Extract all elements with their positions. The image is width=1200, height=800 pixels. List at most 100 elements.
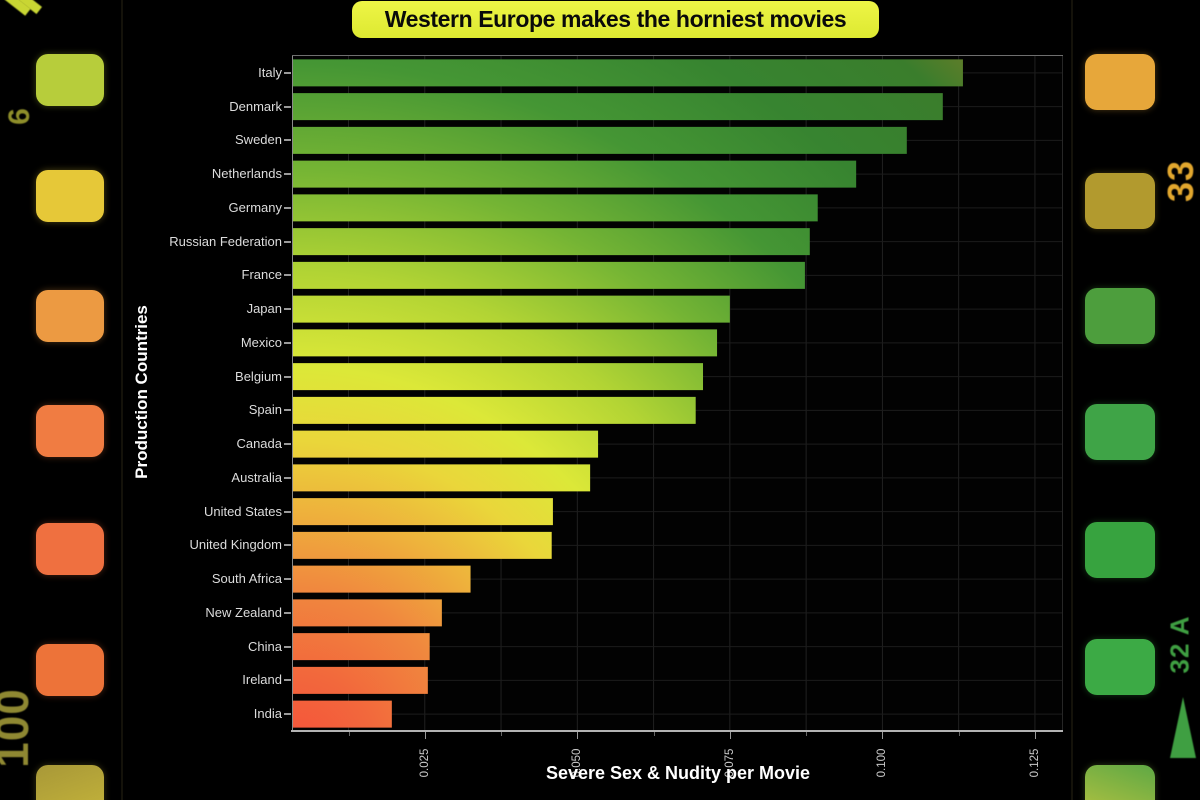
- sprocket-hole: [1085, 404, 1155, 460]
- bar-united-states: [293, 498, 553, 526]
- y-tick-label: Ireland: [242, 672, 282, 688]
- sprocket-hole: [36, 765, 104, 800]
- film-edge-left: [121, 0, 123, 800]
- y-tick-label: Sweden: [235, 132, 282, 148]
- bar-south-africa: [293, 565, 471, 593]
- bar-belgium: [293, 363, 704, 391]
- y-tick-mark: [284, 173, 291, 176]
- y-tick-label: Russian Federation: [169, 233, 282, 249]
- sprocket-hole: [1085, 173, 1155, 229]
- y-tick-mark: [284, 105, 291, 108]
- y-tick-label: Belgium: [235, 368, 282, 384]
- y-tick-mark: [284, 713, 291, 716]
- bar-italy: [293, 59, 963, 87]
- x-tick-mark: [882, 732, 884, 739]
- bar-russian-federation: [293, 228, 810, 256]
- y-tick-mark: [284, 611, 291, 614]
- film-edge-code: 100: [0, 688, 38, 769]
- bar-united-kingdom: [293, 531, 552, 559]
- x-tick-mark: [1034, 732, 1036, 739]
- sprocket-hole: [36, 170, 104, 222]
- bar-netherlands: [293, 160, 857, 188]
- y-tick-mark: [284, 274, 291, 277]
- y-tick-label: South Africa: [211, 571, 282, 587]
- x-tick-mark: [729, 732, 731, 739]
- bar-france: [293, 261, 805, 289]
- y-tick-label: Japan: [246, 301, 282, 317]
- y-tick-label: Italy: [258, 64, 282, 80]
- top-spine: [292, 55, 1063, 56]
- y-tick-label: Australia: [231, 469, 282, 485]
- y-tick-label: Spain: [248, 402, 282, 418]
- x-axis-title: Severe Sex & Nudity per Movie: [545, 763, 811, 783]
- y-tick-mark: [284, 443, 291, 446]
- y-tick-mark: [284, 578, 291, 581]
- y-tick-label: Netherlands: [211, 166, 282, 182]
- x-tick-mark: [577, 732, 579, 739]
- x-tick-mark: [424, 732, 426, 739]
- sprocket-hole: [1085, 765, 1155, 800]
- bar-mexico: [293, 329, 718, 357]
- y-tick-label: New Zealand: [205, 604, 282, 620]
- bar-germany: [293, 194, 818, 222]
- y-tick-label: China: [248, 638, 282, 654]
- sprocket-hole: [36, 523, 104, 575]
- x-tick-mark: [806, 732, 808, 736]
- sprocket-hole: [1085, 522, 1155, 578]
- film-edge-code: 33: [1160, 159, 1200, 202]
- sprocket-hole: [1085, 288, 1155, 344]
- sprocket-hole: [36, 290, 104, 342]
- y-tick-mark: [284, 71, 291, 74]
- y-tick-mark: [284, 645, 291, 648]
- y-tick-mark: [284, 206, 291, 209]
- sprocket-hole: [1085, 639, 1155, 695]
- y-tick-mark: [284, 240, 291, 243]
- y-tick-mark: [284, 679, 291, 682]
- y-tick-mark: [284, 544, 291, 547]
- bar-denmark: [293, 93, 943, 121]
- y-axis-title: Production Countries: [132, 305, 151, 479]
- y-tick-label: Canada: [236, 436, 282, 452]
- sprocket-hole: [36, 54, 104, 106]
- film-edge-right: [1071, 0, 1073, 800]
- y-tick-mark: [284, 375, 291, 378]
- frame-arrow-icon: [1170, 697, 1196, 758]
- x-tick-mark: [348, 732, 350, 736]
- y-tick-mark: [284, 409, 291, 412]
- chart-title: Western Europe makes the horniest movies: [384, 6, 847, 32]
- y-tick-label: United Kingdom: [189, 537, 283, 553]
- y-tick-mark: [284, 341, 291, 344]
- right-spine: [1062, 56, 1063, 731]
- y-tick-label: Mexico: [240, 334, 282, 350]
- x-axis-line: [291, 730, 1063, 732]
- y-tick-label: France: [241, 267, 282, 283]
- bar-ireland: [293, 666, 428, 694]
- bar-new-zealand: [293, 599, 442, 627]
- y-tick-label: Denmark: [229, 98, 282, 114]
- sprocket-hole: [36, 644, 104, 696]
- y-tick-label: India: [253, 706, 282, 722]
- bar-japan: [293, 295, 730, 323]
- y-tick-label: Germany: [228, 199, 282, 215]
- left-spine: [292, 56, 293, 731]
- bar-canada: [293, 430, 599, 458]
- bar-sweden: [293, 126, 907, 154]
- bar-india: [293, 700, 392, 728]
- y-tick-label: United States: [203, 503, 282, 519]
- chart-title-banner: Western Europe makes the horniest movies: [352, 1, 879, 38]
- y-tick-mark: [284, 139, 291, 142]
- x-tick-mark: [653, 732, 655, 736]
- bar-spain: [293, 396, 696, 424]
- y-tick-mark: [284, 308, 291, 311]
- plot-area: [293, 56, 1063, 731]
- y-tick-mark: [284, 476, 291, 479]
- sprocket-hole: [36, 405, 104, 457]
- bar-china: [293, 633, 430, 661]
- y-tick-mark: [284, 510, 291, 513]
- x-tick-mark: [501, 732, 503, 736]
- x-tick-mark: [958, 732, 960, 736]
- film-edge-code: 6: [3, 107, 36, 126]
- sprocket-hole: [1085, 54, 1155, 110]
- bar-australia: [293, 464, 591, 492]
